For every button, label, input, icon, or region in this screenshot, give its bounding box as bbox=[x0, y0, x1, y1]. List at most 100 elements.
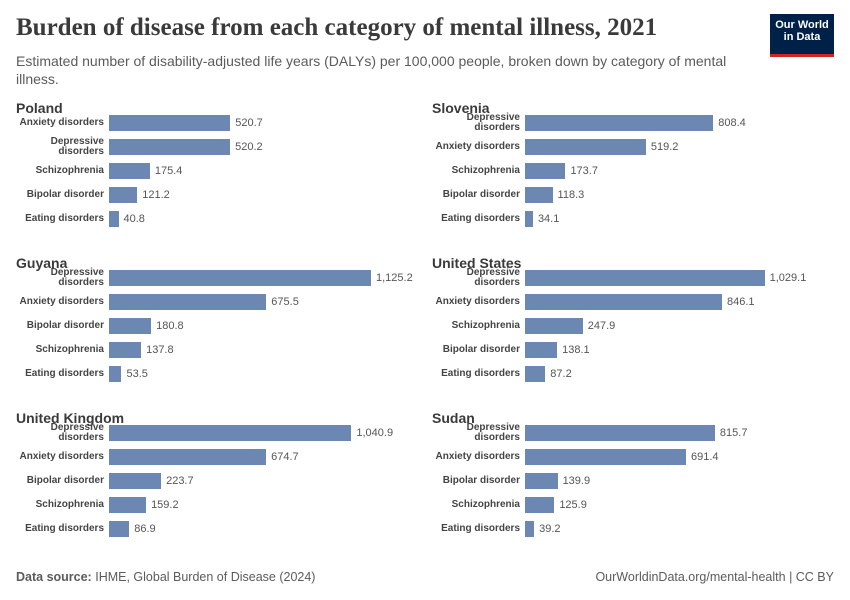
panel: Poland Anxiety disorders 520.7 Depressive d… bbox=[16, 100, 416, 240]
panel: United States Depressive disorders 1,029.1… bbox=[432, 255, 832, 395]
value-label: 34.1 bbox=[537, 213, 560, 225]
category-label: Bipolar disorder bbox=[442, 475, 520, 486]
bar bbox=[109, 473, 162, 489]
value-label: 808.4 bbox=[718, 117, 746, 129]
bar bbox=[109, 497, 147, 513]
category-label: Eating disorders bbox=[25, 213, 104, 224]
bar bbox=[109, 187, 138, 203]
value-label: 86.9 bbox=[134, 523, 156, 535]
category-label: Bipolar disorder bbox=[442, 344, 520, 355]
category-label: Depressive disorders bbox=[50, 267, 104, 288]
bar bbox=[525, 366, 546, 382]
panel-title: United States bbox=[432, 255, 522, 271]
category-label: Bipolar disorder bbox=[26, 475, 104, 486]
value-label: 39.2 bbox=[539, 523, 561, 535]
value-label: 691.4 bbox=[690, 451, 719, 463]
category-label: Anxiety disorders bbox=[435, 141, 520, 152]
value-label: 139.9 bbox=[562, 475, 591, 487]
value-label: 675.5 bbox=[271, 296, 299, 308]
title: Burden of disease from each category of … bbox=[16, 14, 658, 41]
logo-line: in Data bbox=[783, 31, 821, 43]
logo-line: Our World bbox=[775, 19, 829, 31]
value-label: 159.2 bbox=[151, 499, 179, 511]
category-label: Eating disorders bbox=[25, 523, 104, 534]
value-label: 674.7 bbox=[271, 451, 299, 463]
value-label: 53.5 bbox=[126, 368, 148, 380]
logo[interactable]: Our World in Data bbox=[770, 14, 834, 57]
value-label: 173.7 bbox=[570, 165, 598, 177]
category-label: Depressive disorders bbox=[466, 422, 520, 443]
bar bbox=[109, 294, 267, 310]
bar bbox=[525, 115, 714, 131]
footer-url[interactable]: OurWorldinData.org/mental-health | CC BY bbox=[595, 570, 834, 584]
panel: Guyana Depressive disorders 1,125.2 Anxiety… bbox=[16, 255, 416, 395]
value-label: 125.9 bbox=[559, 499, 587, 511]
bar bbox=[109, 318, 152, 334]
value-label: 247.9 bbox=[587, 320, 616, 332]
value-label: 118.3 bbox=[557, 189, 585, 201]
panel-title: Guyana bbox=[16, 255, 68, 271]
category-label: Schizophrenia bbox=[451, 165, 520, 176]
bar bbox=[109, 449, 267, 465]
source-text: IHME, Global Burden of Disease (2024) bbox=[95, 570, 316, 584]
bar bbox=[109, 366, 122, 382]
category-label: Eating disorders bbox=[441, 213, 520, 224]
value-label: 846.1 bbox=[727, 296, 755, 308]
bar bbox=[525, 163, 566, 179]
value-label: 87.2 bbox=[550, 368, 572, 380]
category-label: Anxiety disorders bbox=[19, 296, 104, 307]
value-label: 137.8 bbox=[146, 344, 174, 356]
category-label: Eating disorders bbox=[441, 368, 520, 379]
category-label: Eating disorders bbox=[441, 523, 520, 534]
value-label: 175.4 bbox=[154, 165, 183, 177]
panel-title: Slovenia bbox=[432, 100, 490, 116]
panel-title: Sudan bbox=[432, 410, 475, 426]
value-label: 40.8 bbox=[123, 213, 145, 225]
panel: Slovenia Depressive disorders 808.4 Anxiety… bbox=[432, 100, 832, 240]
bar bbox=[525, 318, 583, 334]
bar bbox=[109, 211, 119, 227]
value-label: 223.7 bbox=[166, 475, 194, 487]
category-label: Anxiety disorders bbox=[435, 451, 520, 462]
category-label: Schizophrenia bbox=[35, 499, 104, 510]
category-label: Depressive disorders bbox=[466, 112, 520, 133]
bar bbox=[109, 139, 231, 155]
value-label: 520.7 bbox=[235, 117, 263, 129]
subtitle: Estimated number of disability-adjusted … bbox=[16, 53, 727, 87]
bar bbox=[525, 473, 558, 489]
bar bbox=[525, 497, 555, 513]
bar bbox=[525, 139, 646, 155]
source-label: Data source: bbox=[16, 570, 92, 584]
panel: United Kingdom Depressive disorders 1,040.… bbox=[16, 410, 416, 550]
bar bbox=[525, 425, 715, 441]
bar bbox=[525, 211, 533, 227]
value-label: 1,125.2 bbox=[376, 272, 413, 284]
category-label: Schizophrenia bbox=[35, 344, 104, 355]
category-label: Eating disorders bbox=[25, 368, 104, 379]
panel-title: United Kingdom bbox=[16, 410, 125, 426]
value-label: 138.1 bbox=[562, 344, 590, 356]
value-label: 519.2 bbox=[650, 141, 679, 153]
bar bbox=[109, 425, 352, 441]
category-label: Bipolar disorder bbox=[26, 320, 104, 331]
category-label: Depressive disorders bbox=[50, 422, 104, 443]
bar bbox=[525, 521, 535, 537]
bar bbox=[525, 270, 765, 286]
category-label: Depressive disorders bbox=[466, 267, 520, 288]
category-label: Bipolar disorder bbox=[26, 189, 104, 200]
bar bbox=[525, 342, 558, 358]
category-label: Schizophrenia bbox=[451, 320, 520, 331]
source: Data source: IHME, Global Burden of Dise… bbox=[16, 570, 315, 584]
bar bbox=[109, 342, 142, 358]
category-label: Anxiety disorders bbox=[19, 117, 104, 128]
value-label: 1,040.9 bbox=[356, 427, 394, 439]
bar bbox=[109, 270, 371, 286]
value-label: 520.2 bbox=[235, 141, 263, 153]
category-label: Depressive disorders bbox=[50, 136, 104, 157]
category-label: Schizophrenia bbox=[451, 499, 520, 510]
category-label: Anxiety disorders bbox=[19, 451, 104, 462]
bar bbox=[525, 449, 686, 465]
panel: Sudan Depressive disorders 815.7 Anxiety di… bbox=[432, 410, 832, 550]
bar bbox=[525, 294, 722, 310]
